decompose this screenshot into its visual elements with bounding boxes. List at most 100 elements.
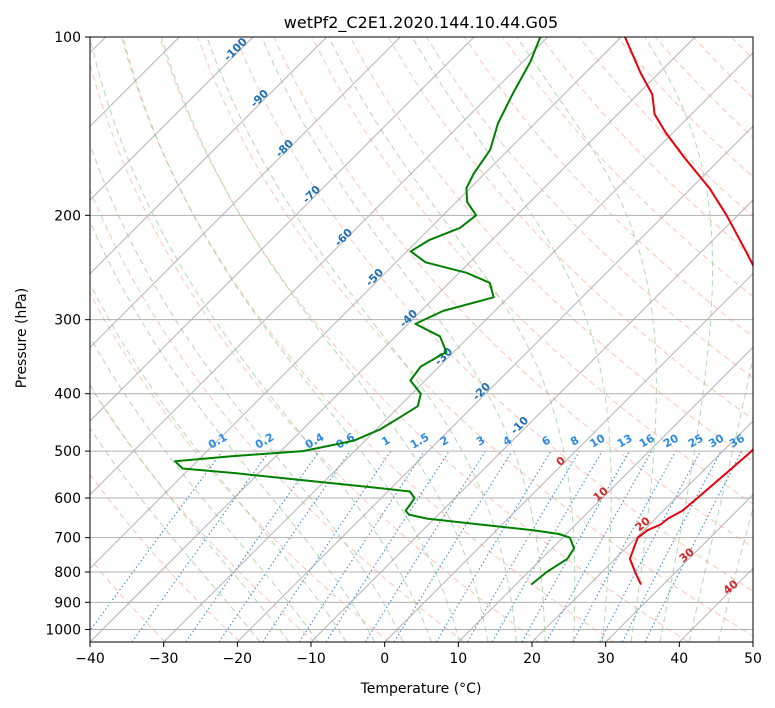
mixing-ratio-line <box>185 450 320 642</box>
y-tick-label: 800 <box>54 565 81 581</box>
moist-adiabat-line <box>717 506 753 642</box>
x-tick-label: 20 <box>523 651 541 667</box>
isotherm-line <box>90 37 401 349</box>
moist-adiabat-line <box>90 336 319 642</box>
mixing-ratio-line <box>325 450 450 642</box>
dry-adiabat-line <box>90 62 540 642</box>
y-tick-label: 1000 <box>45 622 81 638</box>
x-tick-label: 10 <box>449 651 467 667</box>
y-tick-label: 400 <box>54 387 81 403</box>
mixing-ratio-label: 1.5 <box>408 431 431 452</box>
dry-adiabat-line <box>770 37 775 642</box>
isotherm-line <box>163 51 753 642</box>
isotherm-line <box>678 567 753 642</box>
mixing-ratio-line <box>621 450 722 642</box>
moist-adiabat-line <box>688 355 753 642</box>
moist-adiabat-line <box>90 142 404 642</box>
dry-adiabat-line <box>159 37 689 642</box>
dry-adiabat-line <box>90 385 316 642</box>
isotherm-line <box>531 420 753 642</box>
isotherm-line <box>457 346 753 642</box>
mixing-ratio-line <box>521 450 630 642</box>
isotherm-line <box>90 37 549 496</box>
dry-adiabat-line <box>387 37 753 420</box>
dry-adiabat-line <box>502 37 753 298</box>
mixing-ratio-label: 0.2 <box>253 431 276 452</box>
dry-adiabat-label: -30 <box>432 345 455 368</box>
moist-adiabat-line <box>160 37 489 642</box>
moist-adiabat-line <box>90 383 290 642</box>
background-lines <box>90 37 775 642</box>
mixing-ratio-label: 6 <box>540 433 553 448</box>
isotherm-line <box>90 37 328 275</box>
mixing-ratio-label: 1 <box>379 434 392 449</box>
mixing-ratio-label: 36 <box>727 431 747 450</box>
mixing-ratio-line <box>262 450 392 642</box>
x-tick-label: 30 <box>597 651 615 667</box>
dry-adiabat-line <box>273 37 753 548</box>
dry-adiabat-line <box>425 37 753 379</box>
y-tick-label: 300 <box>54 313 81 329</box>
mixing-ratio-line <box>572 450 677 642</box>
moist-adiabat-line <box>90 427 261 642</box>
isotherm-line <box>236 125 753 642</box>
moist-adiabat-line <box>90 37 432 642</box>
moist-adiabat-label: 20 <box>633 514 653 534</box>
isotherm-line <box>310 199 753 642</box>
moist-adiabat-line <box>90 220 376 642</box>
dry-adiabat-label: -60 <box>332 226 355 249</box>
moist-adiabat-label: 30 <box>677 545 697 565</box>
dry-adiabat-label: -100 <box>221 35 250 64</box>
dry-adiabat-label: -70 <box>300 183 323 206</box>
mixing-ratio-line <box>545 450 653 642</box>
isotherm-line <box>605 493 753 642</box>
dry-adiabat-line <box>120 37 614 642</box>
temperature-profile-line <box>624 37 753 586</box>
mixing-ratio-line <box>599 450 701 642</box>
x-tick-label: −10 <box>296 651 326 667</box>
mixing-ratio-label: 20 <box>661 431 681 450</box>
mixing-ratio-label: 2 <box>438 434 451 449</box>
dry-adiabat-label: -20 <box>470 380 493 403</box>
plot-frame <box>89 36 754 643</box>
y-tick-label: 100 <box>54 30 81 46</box>
mixing-ratio-line <box>90 450 223 632</box>
x-tick-label: −30 <box>149 651 179 667</box>
dry-adiabat-label: -80 <box>273 137 296 160</box>
mixing-ratio-line <box>435 450 552 642</box>
isotherm-line <box>384 272 753 642</box>
dry-adiabat-line <box>90 292 390 642</box>
mixing-ratio-line <box>644 450 743 642</box>
isotherm-line <box>90 37 622 570</box>
moist-adiabat-line <box>411 37 612 642</box>
isotherm-line <box>90 37 696 642</box>
moist-adiabat-line <box>90 282 347 642</box>
y-tick-label: 900 <box>54 595 81 611</box>
y-axis-label: Pressure (hPa) <box>14 288 30 388</box>
y-tick-label: 700 <box>54 531 81 547</box>
y-tick-label: 200 <box>54 208 81 224</box>
dry-adiabat-line <box>90 473 241 642</box>
mixing-ratio-label: 8 <box>568 434 581 449</box>
y-axis-ticks: 100 200 300 400 500 600 700 800 900 1000 <box>45 30 90 638</box>
mixing-ratio-label: 10 <box>587 431 607 450</box>
mixing-ratio-line <box>298 450 425 642</box>
x-tick-label: 40 <box>670 651 688 667</box>
mixing-ratio-label: 13 <box>615 432 635 451</box>
x-tick-label: 50 <box>744 651 762 667</box>
moist-adiabat-line <box>516 37 657 642</box>
dewpoint-profile-line <box>174 37 575 586</box>
y-tick-label: 600 <box>54 491 81 507</box>
x-axis-label: Temperature (°C) <box>360 681 482 697</box>
isotherm-line <box>752 641 753 642</box>
x-tick-label: 0 <box>380 651 389 667</box>
background-line-labels: -100-90-80-70-60-50-40-30-20-100.1 0.2 0.4… <box>206 35 747 597</box>
dry-adiabat-line <box>464 37 753 338</box>
mixing-ratio-label: 30 <box>706 431 726 450</box>
mixing-ratio-line <box>131 450 270 642</box>
isotherm-line <box>90 37 475 422</box>
x-tick-label: −20 <box>223 651 253 667</box>
dry-adiabat-label: -10 <box>508 414 531 437</box>
moist-adiabat-line <box>122 37 461 642</box>
